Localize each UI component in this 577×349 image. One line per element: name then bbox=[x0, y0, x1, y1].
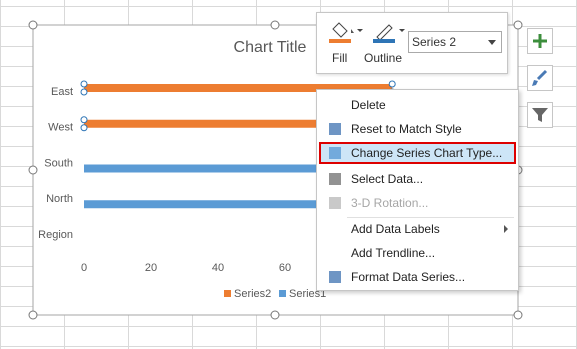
menu-item[interactable]: Add Data Labels bbox=[319, 218, 516, 240]
selection-handle bbox=[80, 116, 88, 124]
context-menu: Delete Reset to Match Style Change Series … bbox=[316, 89, 519, 291]
menu-separator bbox=[347, 217, 514, 218]
menu-item[interactable]: Format Data Series... bbox=[319, 266, 516, 288]
menu-label: Format Data Series... bbox=[351, 270, 466, 284]
filter-icon bbox=[532, 108, 548, 122]
chart-filters-button[interactable] bbox=[527, 102, 553, 128]
x-tick-label: 0 bbox=[81, 262, 87, 274]
bar bbox=[84, 164, 393, 173]
x-tick-label: 40 bbox=[212, 262, 224, 274]
menu-label: Change Series Chart Type... bbox=[351, 146, 503, 160]
menu-label: 3-D Rotation... bbox=[351, 196, 429, 210]
menu-item[interactable]: Change Series Chart Type... bbox=[319, 142, 516, 164]
series-dropdown[interactable]: Series 2 bbox=[408, 31, 502, 53]
bar bbox=[84, 200, 393, 209]
chart-styles-button[interactable] bbox=[527, 65, 553, 91]
outline-label[interactable]: Outline bbox=[364, 51, 403, 65]
fill-icon[interactable] bbox=[325, 17, 365, 49]
fill-label[interactable]: Fill bbox=[332, 51, 348, 65]
menu-label: Delete bbox=[351, 98, 386, 112]
menu-label: Reset to Match Style bbox=[351, 122, 462, 136]
outline-icon[interactable] bbox=[369, 17, 409, 49]
selection-handle bbox=[388, 80, 396, 88]
y-tick-label: North bbox=[46, 193, 73, 205]
menu-item: 3-D Rotation... bbox=[319, 192, 516, 214]
x-tick-label: 60 bbox=[279, 262, 291, 274]
selection-handle bbox=[80, 88, 88, 96]
submenu-arrow bbox=[504, 225, 508, 233]
selection-handle bbox=[80, 124, 88, 132]
menu-label: Select Data... bbox=[351, 172, 424, 186]
x-tick-label: 20 bbox=[145, 262, 157, 274]
menu-item[interactable]: Delete bbox=[319, 94, 516, 116]
brush-icon bbox=[532, 69, 548, 86]
menu-icon bbox=[329, 123, 341, 135]
legend-label: Series2 bbox=[234, 288, 271, 300]
menu-icon bbox=[329, 197, 341, 209]
menu-icon bbox=[329, 147, 341, 159]
y-tick-label: East bbox=[51, 86, 73, 98]
dropdown-arrow bbox=[488, 40, 496, 45]
selection-handle bbox=[80, 80, 88, 88]
legend-swatch bbox=[279, 290, 286, 297]
menu-item[interactable]: Add Trendline... bbox=[319, 242, 516, 264]
menu-item[interactable]: Select Data... bbox=[319, 168, 516, 190]
bar bbox=[84, 84, 393, 92]
legend-swatch bbox=[224, 290, 231, 297]
bar bbox=[84, 119, 393, 128]
menu-label: Add Trendline... bbox=[351, 246, 436, 260]
menu-label: Add Data Labels bbox=[351, 222, 440, 236]
y-tick-label: Region bbox=[38, 229, 73, 241]
y-tick-label: South bbox=[44, 157, 73, 169]
format-toolbar: Fill Outline Series 2 bbox=[316, 12, 508, 74]
plus-icon bbox=[533, 34, 547, 48]
chart-elements-button[interactable] bbox=[527, 28, 553, 54]
menu-icon bbox=[329, 173, 341, 185]
chart-title: Chart Title bbox=[234, 39, 307, 56]
y-tick-label: West bbox=[48, 122, 73, 134]
menu-icon bbox=[329, 271, 341, 283]
menu-item[interactable]: Reset to Match Style bbox=[319, 118, 516, 140]
dropdown-value: Series 2 bbox=[412, 35, 457, 49]
